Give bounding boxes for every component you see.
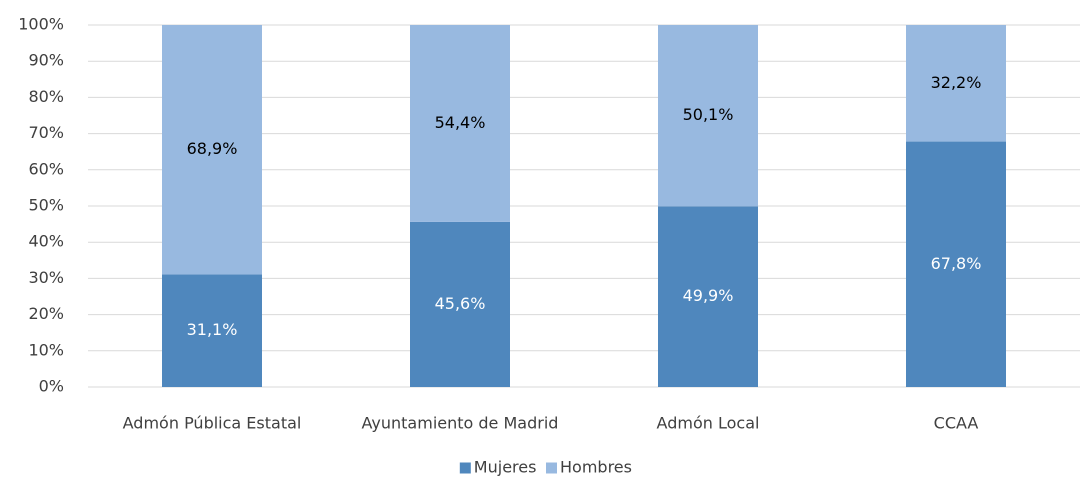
data-label: 54,4% xyxy=(435,113,486,132)
y-tick-label: 0% xyxy=(39,377,64,396)
x-tick-label: Admón Pública Estatal xyxy=(123,414,302,433)
legend-swatch xyxy=(459,462,471,474)
x-tick-label: Admón Local xyxy=(657,414,760,433)
bar-segment xyxy=(658,25,758,207)
bar-segment xyxy=(410,25,510,222)
bar-segment xyxy=(906,141,1006,387)
bar-segment xyxy=(410,221,510,387)
data-label: 32,2% xyxy=(931,73,982,92)
data-label: 49,9% xyxy=(683,286,734,305)
legend-swatch xyxy=(546,462,557,474)
y-tick-label: 30% xyxy=(28,268,64,287)
y-tick-label: 80% xyxy=(28,87,64,106)
data-label: 45,6% xyxy=(435,294,486,313)
data-label: 50,1% xyxy=(683,105,734,124)
y-tick-label: 40% xyxy=(28,232,64,251)
y-tick-label: 60% xyxy=(28,159,64,178)
bar-segment xyxy=(658,206,758,387)
x-tick-label: Ayuntamiento de Madrid xyxy=(362,414,559,433)
legend-label: Mujeres xyxy=(474,458,537,477)
bar-segment xyxy=(162,25,262,275)
data-label: 67,8% xyxy=(931,254,982,273)
y-tick-label: 70% xyxy=(28,123,64,142)
y-tick-label: 100% xyxy=(18,15,64,34)
y-tick-label: 10% xyxy=(28,340,64,359)
legend-label: Hombres xyxy=(560,458,632,477)
bar-segment xyxy=(906,25,1006,142)
y-tick-label: 50% xyxy=(28,196,64,215)
data-label: 68,9% xyxy=(187,139,238,158)
bar-segment xyxy=(162,274,262,387)
x-tick-label: CCAA xyxy=(934,414,979,433)
y-tick-label: 20% xyxy=(28,304,64,323)
y-tick-label: 90% xyxy=(28,51,64,70)
data-label: 31,1% xyxy=(187,320,238,339)
